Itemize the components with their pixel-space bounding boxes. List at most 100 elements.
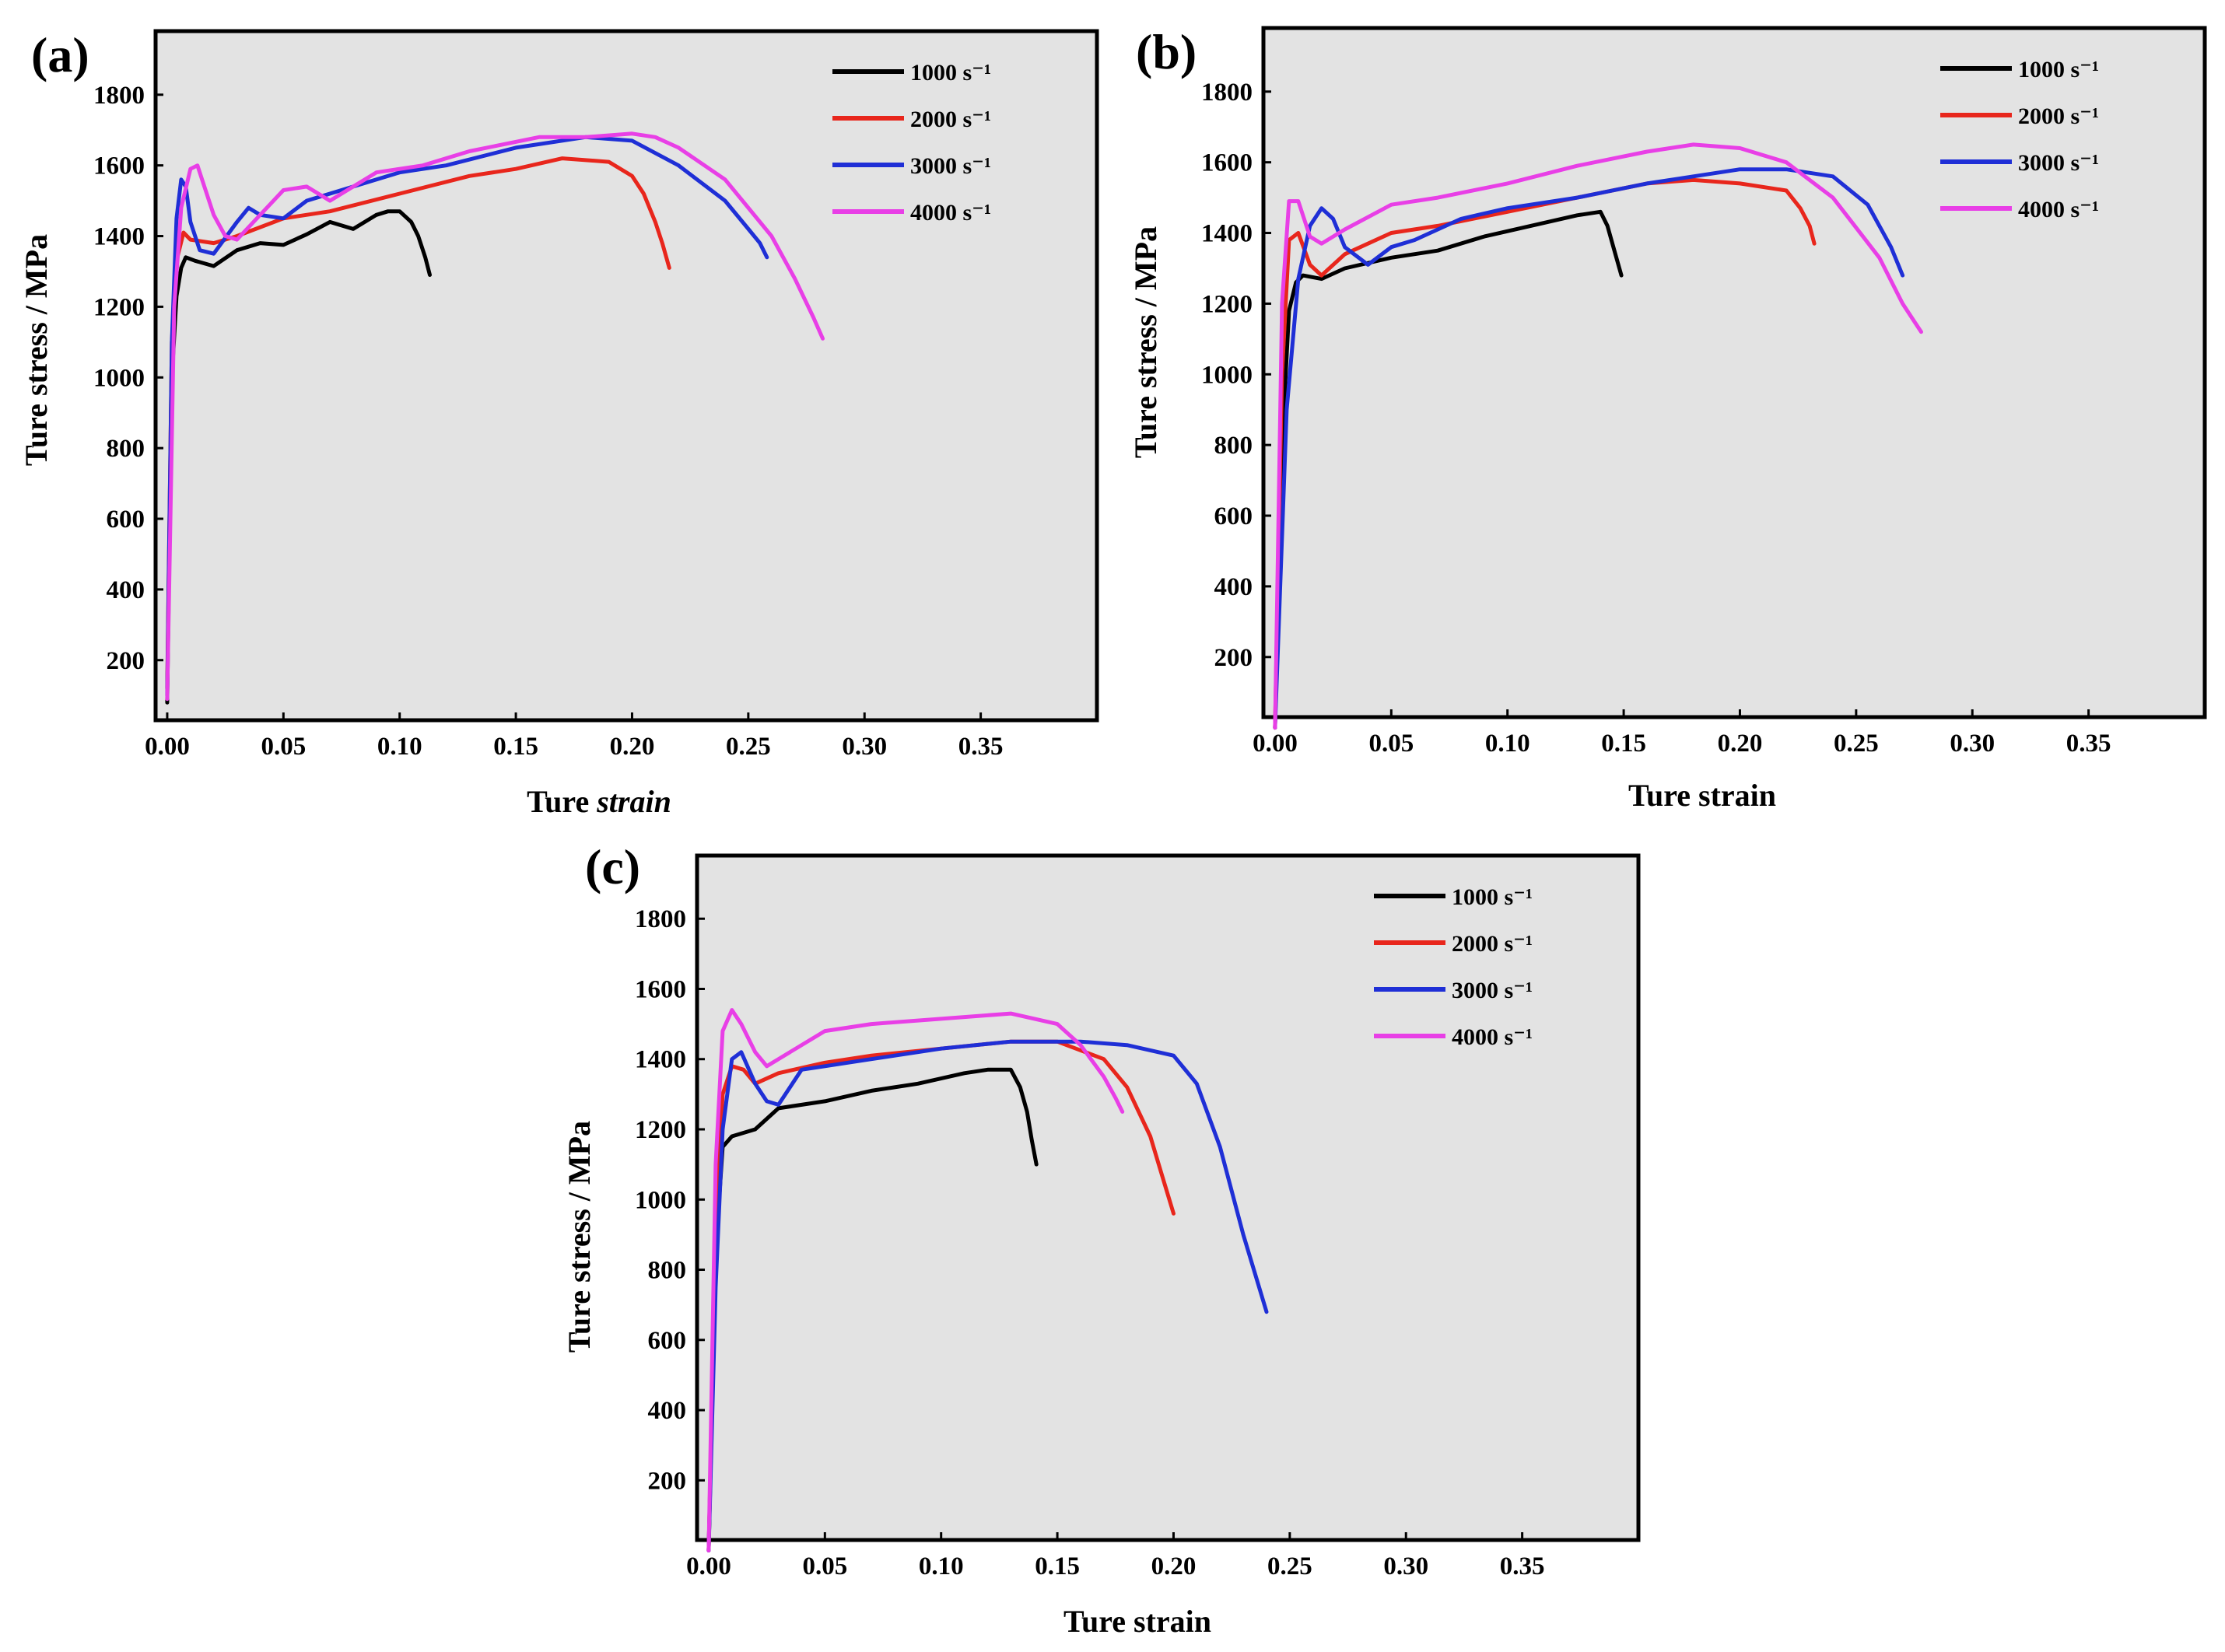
x-tick-label: 0.25 [1267, 1552, 1312, 1580]
y-tick-label: 1600 [93, 152, 145, 180]
panel-c: (c) Ture stress / MPa Ture strain 200 400… [562, 839, 1641, 1639]
y-tick-label: 600 [1214, 502, 1253, 530]
y-tick-label: 200 [648, 1467, 687, 1495]
y-tick-label: 1800 [635, 905, 686, 933]
x-tick-label: 0.20 [1718, 730, 1763, 758]
x-tick-label: 0.15 [1035, 1552, 1080, 1580]
x-tick-label: 0.30 [1383, 1552, 1428, 1580]
y-tick-label: 1200 [1201, 290, 1253, 318]
y-ticks: 200 400 600 800 1000 1200 1400 1600 1800 [635, 905, 705, 1495]
y-tick-label: 400 [107, 576, 145, 604]
legend-label: 1000 s⁻¹ [910, 60, 991, 86]
x-tick-label: 0.15 [493, 733, 538, 761]
x-axis-title-plain: Ture strain [1628, 778, 1776, 813]
series-line-2000 [1273, 177, 1817, 730]
x-tick-label: 0.35 [958, 733, 1004, 761]
panel-a: (a) Ture stress / MPa Ture strain 200 400… [19, 27, 1099, 819]
y-tick-label: 1800 [93, 82, 145, 110]
x-tick-label: 0.30 [1950, 730, 1995, 758]
y-ticks: 200 400 600 800 1000 1200 1400 1600 1800 [1201, 79, 1271, 672]
y-tick-label: 1400 [635, 1046, 686, 1074]
y-tick-label: 400 [648, 1397, 687, 1425]
series-line-1000 [1273, 209, 1624, 730]
series-line-3000 [706, 1039, 1269, 1552]
legend-label: 4000 s⁻¹ [1452, 1024, 1533, 1050]
y-tick-label: 1600 [1201, 149, 1253, 177]
y-tick-label: 600 [107, 506, 145, 534]
panel-label: (b) [1136, 24, 1197, 79]
panel-b: (b) Ture stress / MPa Ture strain 200 400… [1128, 24, 2207, 813]
x-tick-label: 0.25 [1834, 730, 1879, 758]
legend-label: 1000 s⁻¹ [2018, 57, 2099, 82]
x-tick-label: 0.20 [1151, 1552, 1197, 1580]
legend: 1000 s⁻¹ 2000 s⁻¹ 3000 s⁻¹ 4000 s⁻¹ [832, 60, 991, 226]
legend-label: 4000 s⁻¹ [2018, 197, 2099, 222]
plot-area [153, 29, 1099, 723]
legend-label: 1000 s⁻¹ [1452, 884, 1533, 910]
y-tick-label: 200 [107, 647, 145, 675]
x-tick-label: 0.35 [2066, 730, 2111, 758]
series-group [706, 1008, 1269, 1552]
x-axis-title-italic: strain [596, 784, 671, 819]
legend-label: 2000 s⁻¹ [1452, 931, 1533, 957]
x-ticks: 0.00 0.05 0.10 0.15 0.20 0.25 0.30 0.35 [145, 712, 1003, 761]
series-line-4000 [1273, 142, 1923, 730]
y-tick-label: 1000 [635, 1186, 686, 1214]
series-line-2000 [165, 156, 671, 691]
x-tick-label: 0.05 [802, 1552, 847, 1580]
x-tick-label: 0.10 [377, 733, 422, 761]
x-tick-label: 0.05 [1368, 730, 1414, 758]
panel-label: (a) [31, 27, 89, 82]
x-tick-label: 0.00 [1253, 730, 1298, 758]
y-tick-label: 1000 [1201, 361, 1253, 389]
y-tick-label: 800 [648, 1257, 687, 1285]
x-tick-label: 0.15 [1601, 730, 1646, 758]
panel-label: (c) [585, 839, 640, 894]
series-line-3000 [1273, 167, 1905, 730]
legend: 1000 s⁻¹ 2000 s⁻¹ 3000 s⁻¹ 4000 s⁻¹ [1940, 57, 2099, 222]
x-tick-label: 0.25 [726, 733, 771, 761]
x-axis-title: Ture strain [1628, 778, 1776, 813]
legend-label: 4000 s⁻¹ [910, 200, 991, 226]
x-axis-title: Ture strain [527, 784, 671, 819]
x-tick-label: 0.35 [1500, 1552, 1545, 1580]
x-tick-label: 0.10 [1485, 730, 1530, 758]
x-tick-label: 0.10 [919, 1552, 964, 1580]
x-ticks: 0.00 0.05 0.10 0.15 0.20 0.25 0.30 0.35 [686, 1532, 1544, 1580]
legend-label: 3000 s⁻¹ [910, 153, 991, 179]
y-tick-label: 800 [1214, 432, 1253, 460]
y-tick-label: 1200 [93, 293, 145, 321]
series-line-1000 [165, 209, 432, 705]
y-tick-label: 1600 [635, 975, 686, 1003]
y-tick-label: 200 [1214, 644, 1253, 672]
series-line-4000 [706, 1008, 1125, 1552]
x-axis-title-plain: Ture [527, 784, 597, 819]
x-axis-title-plain: Ture strain [1063, 1604, 1211, 1639]
x-tick-label: 0.05 [261, 733, 306, 761]
x-axis-title: Ture strain [1063, 1604, 1211, 1639]
legend-label: 2000 s⁻¹ [910, 107, 991, 132]
legend-label: 3000 s⁻¹ [2018, 150, 2099, 176]
x-tick-label: 0.00 [145, 733, 190, 761]
y-axis-title: Ture stress / MPa [19, 234, 54, 466]
series-group [165, 131, 825, 705]
y-tick-label: 1400 [93, 223, 145, 251]
y-tick-label: 1200 [635, 1116, 686, 1144]
legend: 1000 s⁻¹ 2000 s⁻¹ 3000 s⁻¹ 4000 s⁻¹ [1374, 884, 1533, 1050]
y-tick-label: 1000 [93, 364, 145, 392]
y-axis-title: Ture stress / MPa [1128, 226, 1163, 458]
series-group [1273, 142, 1923, 730]
y-tick-label: 400 [1214, 573, 1253, 601]
legend-label: 2000 s⁻¹ [2018, 103, 2099, 129]
x-tick-label: 0.00 [686, 1552, 731, 1580]
y-tick-label: 600 [648, 1327, 687, 1355]
x-tick-label: 0.30 [842, 733, 887, 761]
legend-label: 3000 s⁻¹ [1452, 978, 1533, 1003]
y-tick-label: 800 [107, 435, 145, 463]
y-ticks: 200 400 600 800 1000 1200 1400 1600 1800 [93, 82, 163, 675]
y-tick-label: 1800 [1201, 79, 1253, 107]
y-tick-label: 1400 [1201, 220, 1253, 248]
series-line-1000 [706, 1067, 1039, 1552]
series-line-4000 [165, 131, 825, 702]
